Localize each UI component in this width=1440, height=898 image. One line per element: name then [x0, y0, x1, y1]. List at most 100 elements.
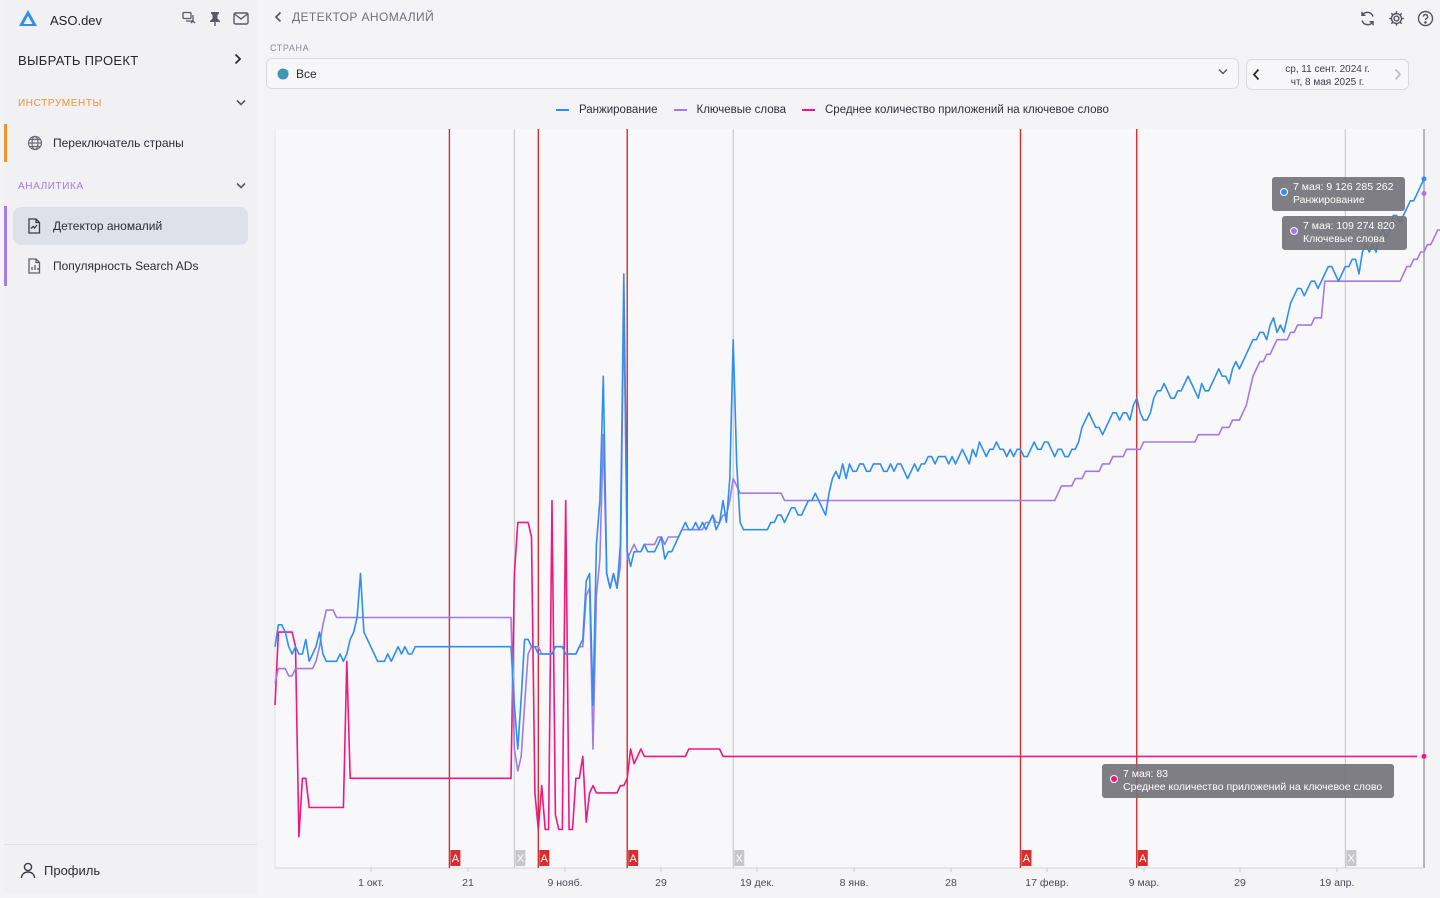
anomaly-badge: A	[450, 850, 461, 866]
x-tick-label: 19 апр.	[1320, 877, 1355, 889]
badge-bg	[1346, 850, 1357, 866]
analytics-group-indicator	[4, 206, 7, 286]
tooltip-value: 7 мая: 83	[1123, 768, 1169, 780]
analytics-section-toggle[interactable]: АНАЛИТИКА	[18, 177, 246, 195]
badge-label: A	[1139, 853, 1147, 865]
sidebar-item-anomaly-detector[interactable]: Детектор аномалий	[13, 207, 248, 245]
country-select[interactable]: Все	[266, 58, 1239, 89]
brand[interactable]: ASO.dev	[18, 9, 103, 32]
badge-label: A	[452, 853, 460, 865]
help-icon[interactable]	[1417, 10, 1434, 27]
legend-item-keywords[interactable]: Ключевые слова	[673, 104, 787, 116]
anomaly-badge: A	[628, 850, 639, 866]
user-icon	[20, 862, 36, 879]
tooltip-dot	[1110, 775, 1118, 783]
badge-bg	[1137, 850, 1148, 866]
tooltip-series: Ранжирование	[1293, 194, 1365, 206]
tools-section-toggle[interactable]: ИНСТРУМЕНТЫ	[18, 94, 246, 112]
mail-icon[interactable]	[233, 10, 249, 26]
badge-bg	[450, 850, 461, 866]
earth-icon	[277, 68, 289, 80]
aso-logo-icon	[18, 9, 38, 32]
country-select-value: Все	[296, 66, 317, 81]
tooltip-avg-apps: 7 мая: 83 Среднее количество приложений …	[1102, 764, 1395, 798]
x-tick-label: 17 февр.	[1025, 877, 1068, 889]
excluded-badge: X	[1346, 850, 1357, 866]
legend-swatch	[673, 109, 687, 111]
sidebar-top-icons	[181, 10, 249, 26]
tooltip-ranking: 7 мая: 9 126 285 262 Ранжирование	[1272, 177, 1406, 211]
badge-bg	[515, 850, 526, 866]
switch-view-icon[interactable]	[181, 10, 197, 26]
x-tick-label: 29	[1234, 877, 1246, 889]
x-tick-label: 8 янв.	[840, 877, 869, 889]
sidebar-item-label: Популярность Search ADs	[53, 259, 199, 273]
tooltip-series: Ключевые слова	[1303, 233, 1385, 245]
anomaly-doc-icon	[27, 218, 43, 234]
tooltip-value: 7 мая: 109 274 820	[1303, 220, 1395, 232]
tooltip-dot	[1290, 227, 1298, 235]
refresh-icon[interactable]	[1359, 10, 1376, 27]
chevron-down-icon	[1218, 68, 1228, 75]
series-line-2	[274, 499, 1418, 838]
date-to: чт, 8 мая 2025 г.	[1290, 77, 1365, 88]
badge-label: X	[736, 853, 744, 865]
legend-item-avg-apps[interactable]: Среднее количество приложений на ключево…	[802, 104, 1109, 116]
sidebar-divider	[4, 844, 257, 845]
chart-legend: Ранжирование Ключевые слова Среднее коли…	[556, 104, 1109, 116]
tooltip-series: Среднее количество приложений на ключево…	[1123, 781, 1383, 793]
analytics-section-label: АНАЛИТИКА	[18, 180, 84, 192]
badge-bg	[628, 850, 639, 866]
chevron-right-icon[interactable]	[1394, 68, 1402, 81]
legend-label: Ключевые слова	[696, 104, 787, 116]
series-endpoint-0	[1421, 176, 1427, 182]
series-line-0	[274, 178, 1425, 750]
date-from: ср, 11 сент. 2024 г.	[1285, 64, 1370, 75]
legend-label: Ранжирование	[579, 104, 658, 116]
globe-icon	[27, 135, 43, 151]
back-arrow-icon[interactable]	[274, 11, 282, 23]
header-actions	[1359, 10, 1434, 27]
tools-section-label: ИНСТРУМЕНТЫ	[18, 97, 102, 109]
gear-icon[interactable]	[1388, 10, 1405, 27]
chevron-down-icon	[236, 181, 246, 192]
badge-bg	[539, 850, 550, 866]
pin-icon[interactable]	[207, 10, 223, 26]
select-project-button[interactable]: ВЫБРАТЬ ПРОЕКТ	[18, 46, 242, 74]
plot-area	[275, 129, 1424, 868]
tools-group-indicator	[4, 124, 7, 162]
excluded-badge: X	[515, 850, 526, 866]
x-tick-label: 19 дек.	[740, 877, 774, 889]
badge-label: X	[517, 853, 525, 865]
select-project-label: ВЫБРАТЬ ПРОЕКТ	[18, 52, 139, 68]
badge-label: A	[630, 853, 638, 865]
sidebar-item-label: Детектор аномалий	[53, 219, 163, 233]
tooltip-keywords: 7 мая: 109 274 820 Ключевые слова	[1282, 216, 1407, 250]
x-tick-label: 29	[655, 877, 667, 889]
badge-label: A	[541, 853, 549, 865]
sidebar-item-label: Переключатель страны	[53, 136, 184, 150]
legend-label: Среднее количество приложений на ключево…	[825, 104, 1109, 116]
profile-button[interactable]: Профиль	[20, 862, 100, 879]
sidebar-item-country-switcher[interactable]: Переключатель страны	[13, 124, 248, 162]
anomaly-badge: A	[1021, 850, 1032, 866]
page-title: ДЕТЕКТОР АНОМАЛИЙ	[292, 10, 435, 24]
badge-label: X	[1348, 853, 1356, 865]
date-range-picker[interactable]: ср, 11 сент. 2024 г. чт, 8 мая 2025 г.	[1246, 59, 1409, 90]
legend-item-ranking[interactable]: Ранжирование	[556, 104, 658, 116]
excluded-badge: X	[734, 850, 745, 866]
x-tick-label: 9 мар.	[1129, 877, 1160, 889]
anomaly-badge: A	[1137, 850, 1148, 866]
tooltip-value: 7 мая: 9 126 285 262	[1293, 181, 1394, 193]
sidebar-item-search-ads-popularity[interactable]: Популярность Search ADs	[13, 247, 248, 285]
chevron-left-icon[interactable]	[1252, 68, 1260, 81]
chevron-right-icon	[234, 53, 242, 68]
badge-bg	[1021, 850, 1032, 866]
profile-label: Профиль	[44, 863, 101, 878]
app-title: ASO.dev	[50, 12, 103, 28]
x-tick-label: 28	[945, 877, 957, 889]
country-field-label: СТРАНА	[270, 43, 310, 53]
